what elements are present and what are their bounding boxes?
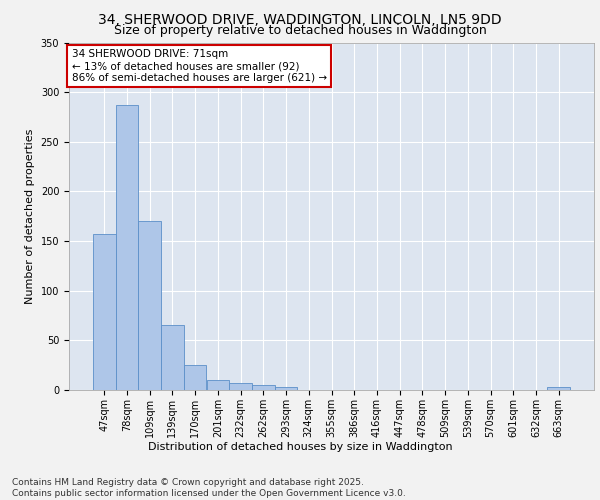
Bar bbox=[206, 380, 229, 390]
Bar bbox=[139, 221, 161, 390]
Text: 34, SHERWOOD DRIVE, WADDINGTON, LINCOLN, LN5 9DD: 34, SHERWOOD DRIVE, WADDINGTON, LINCOLN,… bbox=[98, 12, 502, 26]
Bar bbox=[93, 234, 116, 390]
Text: Contains HM Land Registry data © Crown copyright and database right 2025.
Contai: Contains HM Land Registry data © Crown c… bbox=[12, 478, 406, 498]
Bar bbox=[252, 385, 275, 390]
Text: Size of property relative to detached houses in Waddington: Size of property relative to detached ho… bbox=[113, 24, 487, 37]
Y-axis label: Number of detached properties: Number of detached properties bbox=[25, 128, 35, 304]
Bar bbox=[547, 387, 570, 390]
Bar bbox=[116, 105, 139, 390]
Bar bbox=[161, 326, 184, 390]
Text: Distribution of detached houses by size in Waddington: Distribution of detached houses by size … bbox=[148, 442, 452, 452]
Bar bbox=[275, 387, 298, 390]
Bar bbox=[184, 365, 206, 390]
Text: 34 SHERWOOD DRIVE: 71sqm
← 13% of detached houses are smaller (92)
86% of semi-d: 34 SHERWOOD DRIVE: 71sqm ← 13% of detach… bbox=[71, 50, 327, 82]
Bar bbox=[229, 383, 252, 390]
